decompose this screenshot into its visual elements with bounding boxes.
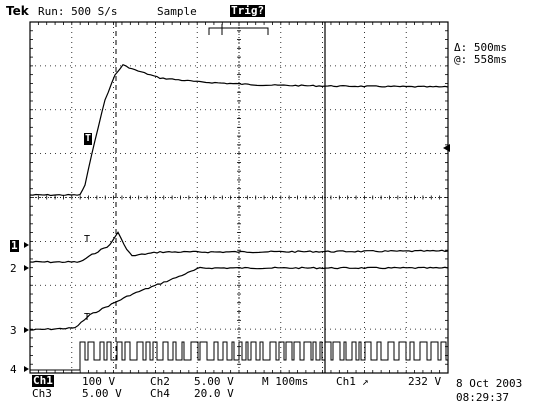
- date: 8 Oct 2003: [456, 377, 523, 390]
- trigger-point-marker: T: [84, 133, 93, 145]
- ch4-label: Ch4: [150, 387, 170, 400]
- ch1-trace: [29, 63, 449, 197]
- ch2-label: Ch2: [150, 375, 170, 388]
- ch3-scale: 5.00 V: [82, 387, 122, 400]
- channel-arrow-icon: [24, 265, 29, 271]
- channel-arrow-icon: [24, 366, 29, 372]
- ch2-trace: [29, 231, 449, 264]
- ch1-label: Ch1: [32, 374, 54, 387]
- trigger-status: Trig?: [230, 4, 266, 17]
- graticule: [29, 21, 449, 374]
- ch3-trace: [30, 266, 449, 331]
- trigger-source: Ch1: [336, 375, 356, 388]
- trigger-level: 232 V: [408, 375, 442, 388]
- screen-markers: [24, 24, 450, 372]
- ch3-marker: 3: [10, 324, 17, 337]
- ch2-scale: 5.00 V: [194, 375, 234, 388]
- ch2-marker: 2: [10, 262, 17, 275]
- trigger-level-arrow-icon: [443, 144, 450, 152]
- ch1-scale: 100 V: [82, 375, 116, 388]
- trigger-point-marker-ch3: T: [84, 312, 91, 323]
- trigger-window-bracket: [208, 27, 269, 35]
- ch1-marker: 1: [10, 239, 19, 252]
- trigger-point-marker-ch2: T: [84, 234, 91, 245]
- cursor-position-readout: @: 558ms: [454, 53, 507, 66]
- ch3-label: Ch3: [32, 387, 52, 400]
- timebase: M 100ms: [262, 375, 309, 388]
- acquisition-mode: Sample: [157, 5, 197, 18]
- run-status: Run: 500 S/s: [38, 5, 118, 18]
- channel-arrow-icon: [24, 242, 29, 248]
- channel-arrow-icon: [24, 327, 29, 333]
- cursor-delta-readout: Δ: 500ms: [454, 41, 507, 54]
- cursor-lines: [115, 22, 326, 373]
- trigger-slope-icon: ↗: [362, 375, 369, 388]
- brand-label: Tek: [6, 4, 29, 18]
- ch4-scale: 20.0 V: [194, 387, 234, 400]
- time: 08:29:37: [456, 391, 509, 404]
- ch4-trace: [30, 341, 449, 371]
- waveform-traces: [29, 63, 449, 371]
- ch4-marker: 4: [10, 363, 17, 376]
